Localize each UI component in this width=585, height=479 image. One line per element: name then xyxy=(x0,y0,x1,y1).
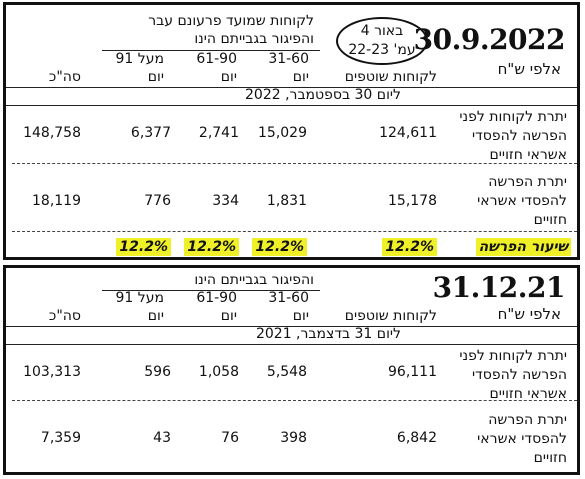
note-reference-circle: באור 4 עמ' 22-23 xyxy=(336,17,428,65)
panel-sep-2022: 30.9.2022 אלפי ש"ח באור 4 עמ' 22-23 לקוח… xyxy=(3,2,580,260)
cell-total: 7,359 xyxy=(40,430,81,446)
cell-61-90: 2,741 xyxy=(198,125,239,141)
as-of-rule xyxy=(6,344,577,345)
col-61-90-unit: יום xyxy=(220,69,237,85)
cell-total: 103,313 xyxy=(23,364,81,380)
unit-label: אלפי ש"ח xyxy=(497,305,561,323)
col-31-60-unit: יום xyxy=(292,69,309,85)
col-over91-unit: יום xyxy=(147,308,164,324)
rate-61-90: 12.2% xyxy=(184,238,239,256)
note-line-1: באור 4 xyxy=(360,23,404,39)
cell-current: 6,842 xyxy=(396,430,437,446)
cell-31-60: 1,831 xyxy=(266,193,307,209)
row-label-gross-receivables: יתרת לקוחות לפני הפרשה להפסדי אשראי חזויים xyxy=(459,109,567,163)
row-label-provision: יתרת הפרשה להפסדי אשראי חזויים xyxy=(477,174,567,228)
cell-current: 15,178 xyxy=(388,193,437,209)
col-61-90: 61-90 xyxy=(196,290,237,306)
cell-31-60: 15,029 xyxy=(258,125,307,141)
cell-over91: 6,377 xyxy=(130,125,171,141)
cell-over91: 596 xyxy=(144,364,171,380)
note-line-2: עמ' 22-23 xyxy=(348,42,416,58)
col-total: סה"כ xyxy=(48,69,81,85)
group-header-1: לקוחות שמועד פרעונם עבר xyxy=(148,13,314,29)
rate-31-60: 12.2% xyxy=(252,238,307,256)
group-header: והפיגור בגבייתם הינו xyxy=(194,272,314,288)
as-of-rule xyxy=(6,105,577,106)
as-of-date: ליום 31 בדצמבר, 2021 xyxy=(255,326,401,342)
group-header-2: והפיגור בגבייתם הינו xyxy=(194,31,314,47)
group-underline xyxy=(102,290,320,291)
cell-total: 18,119 xyxy=(32,193,81,209)
row-label-gross-receivables: יתרת לקוחות לפני הפרשה להפסדי אשראי חזויים xyxy=(459,348,567,402)
cell-total: 148,758 xyxy=(23,125,81,141)
row-divider xyxy=(12,163,577,164)
col-31-60: 31-60 xyxy=(268,290,309,306)
header-rule xyxy=(6,87,577,88)
col-total: סה"כ xyxy=(48,308,81,324)
rate-current: 12.2% xyxy=(382,238,437,256)
row-divider xyxy=(12,400,577,401)
cell-31-60: 398 xyxy=(280,430,307,446)
as-of-date: ליום 30 בספטמבר, 2022 xyxy=(245,87,401,103)
period-date: 31.12.21 xyxy=(432,271,566,304)
provision-rate-label: שיעור הפרשה xyxy=(475,238,571,256)
col-31-60-unit: יום xyxy=(292,308,309,324)
unit-label: אלפי ש"ח xyxy=(497,60,561,78)
cell-over91: 776 xyxy=(144,193,171,209)
col-61-90-unit: יום xyxy=(220,308,237,324)
cell-over91: 43 xyxy=(153,430,171,446)
header-rule xyxy=(6,326,577,327)
col-over91: מעל 91 xyxy=(115,290,164,306)
cell-current: 124,611 xyxy=(379,125,437,141)
col-61-90: 61-90 xyxy=(196,51,237,67)
cell-61-90: 1,058 xyxy=(198,364,239,380)
col-current: לקוחות שוטפים xyxy=(344,69,437,85)
col-over91: מעל 91 xyxy=(115,51,164,67)
cell-61-90: 76 xyxy=(221,430,239,446)
cell-current: 96,111 xyxy=(388,364,437,380)
row-divider xyxy=(12,231,577,232)
group-underline xyxy=(102,50,320,51)
row-label-provision: יתרת הפרשה להפסדי אשראי חזויים xyxy=(477,412,567,466)
col-31-60: 31-60 xyxy=(268,51,309,67)
cell-31-60: 5,548 xyxy=(266,364,307,380)
col-over91-unit: יום xyxy=(147,69,164,85)
rate-over91: 12.2% xyxy=(116,238,171,256)
panel-dec-2021: 31.12.21 אלפי ש"ח והפיגור בגבייתם הינו מ… xyxy=(3,265,580,475)
period-date: 30.9.2022 xyxy=(413,23,566,56)
cell-61-90: 334 xyxy=(212,193,239,209)
col-current: לקוחות שוטפים xyxy=(344,308,437,324)
